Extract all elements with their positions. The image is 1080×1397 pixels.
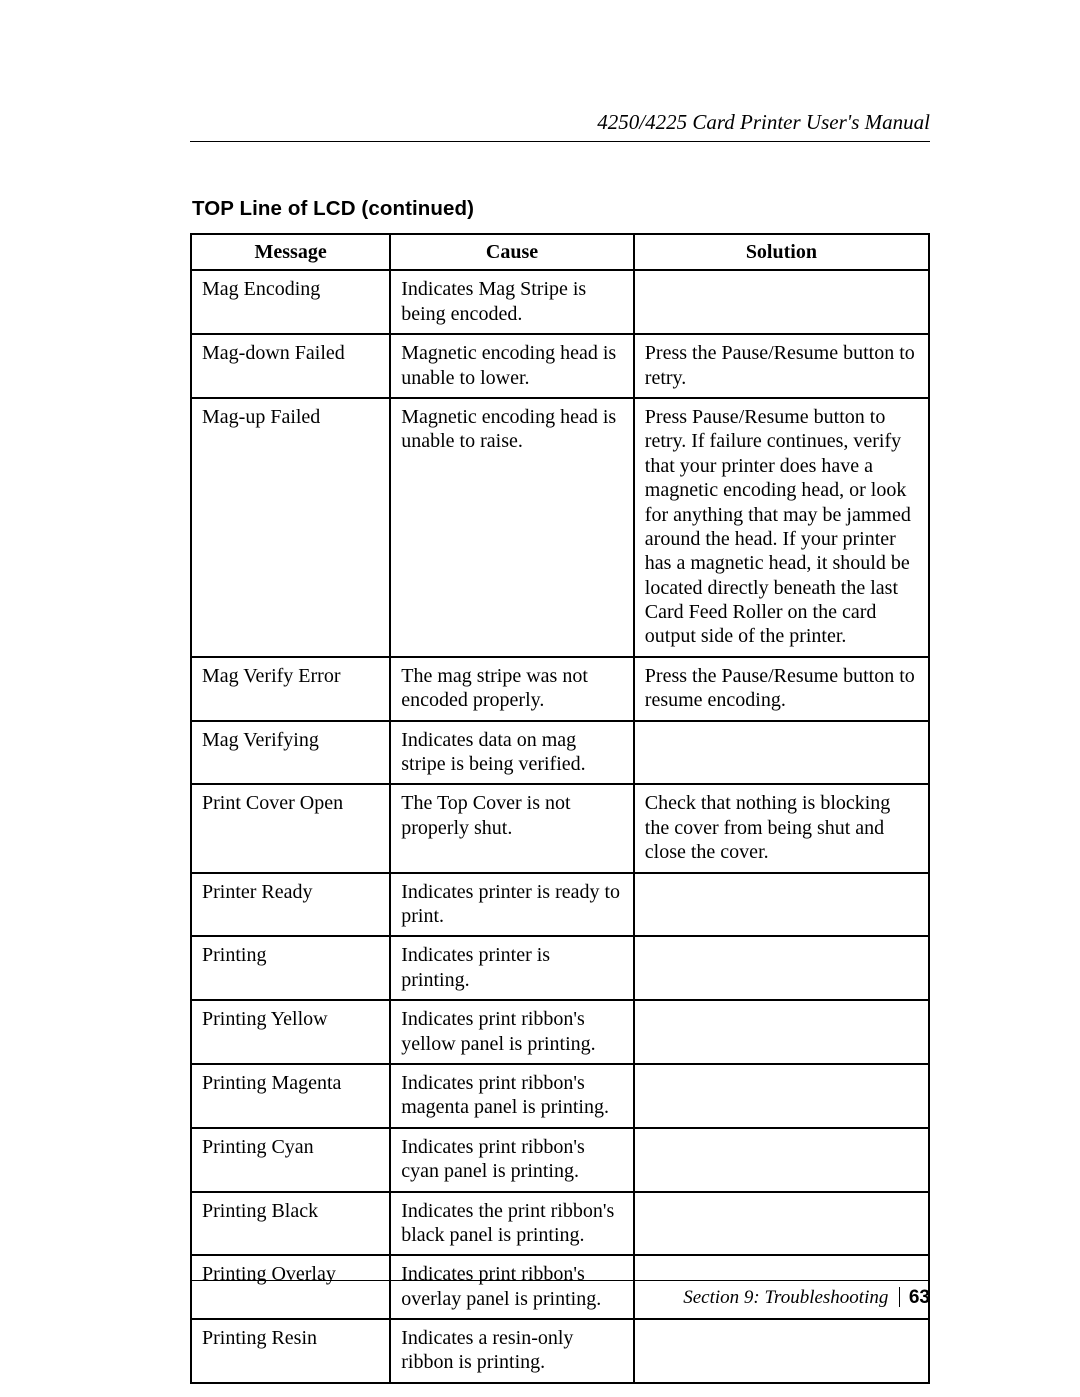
cell-message: Printing Black [191,1192,390,1256]
cell-solution [634,1128,929,1192]
cell-message: Mag-up Failed [191,398,390,657]
table-row: Printing Black Indicates the print ribbo… [191,1192,929,1256]
table-row: Mag Verify Error The mag stripe was not … [191,657,929,721]
cell-solution [634,873,929,937]
cell-cause: Indicates data on mag stripe is being ve… [390,721,634,785]
cell-solution [634,721,929,785]
cell-cause: Indicates the print ribbon's black panel… [390,1192,634,1256]
table-row: Printing Indicates printer is printing. [191,936,929,1000]
col-header-message: Message [191,234,390,270]
cell-cause: Indicates print ribbon's cyan panel is p… [390,1128,634,1192]
page-header-title: 4250/4225 Card Printer User's Manual [190,110,930,141]
footer-divider [899,1287,900,1307]
cell-message: Printing Yellow [191,1000,390,1064]
footer-rule [190,1280,930,1281]
col-header-cause: Cause [390,234,634,270]
table-row: Printer Ready Indicates printer is ready… [191,873,929,937]
footer-page-number: 63 [909,1287,930,1308]
cell-cause: Indicates print ribbon's magenta panel i… [390,1064,634,1128]
cell-message: Mag-down Failed [191,334,390,398]
cell-message: Mag Verify Error [191,657,390,721]
cell-cause: The mag stripe was not encoded properly. [390,657,634,721]
page-footer: Section 9: Troubleshooting 63 [190,1280,930,1309]
cell-solution: Press the Pause/Resume button to resume … [634,657,929,721]
table-row: Mag Verifying Indicates data on mag stri… [191,721,929,785]
cell-solution [634,1064,929,1128]
section-title: TOP Line of LCD (continued) [192,197,930,221]
cell-cause: Magnetic encoding head is unable to rais… [390,398,634,657]
footer-section-label: Section 9: Troubleshooting [683,1287,888,1308]
cell-cause: Indicates a resin-only ribbon is printin… [390,1319,634,1383]
cell-solution: Press the Pause/Resume button to retry. [634,334,929,398]
cell-cause: The Top Cover is not properly shut. [390,784,634,872]
cell-solution [634,936,929,1000]
table-row: Print Cover Open The Top Cover is not pr… [191,784,929,872]
table-row: Printing Cyan Indicates print ribbon's c… [191,1128,929,1192]
cell-message: Printing Magenta [191,1064,390,1128]
table-row: Mag-down Failed Magnetic encoding head i… [191,334,929,398]
cell-message: Printing [191,936,390,1000]
cell-message: Printer Ready [191,873,390,937]
cell-solution [634,1192,929,1256]
cell-solution: Press Pause/Resume button to retry. If f… [634,398,929,657]
table-row: Mag Encoding Indicates Mag Stripe is bei… [191,270,929,334]
table-row: Printing Resin Indicates a resin-only ri… [191,1319,929,1383]
cell-solution [634,1319,929,1383]
cell-cause: Magnetic encoding head is unable to lowe… [390,334,634,398]
lcd-messages-table: Message Cause Solution Mag Encoding Indi… [190,233,930,1384]
footer-text: Section 9: Troubleshooting 63 [190,1287,930,1309]
cell-solution [634,1000,929,1064]
cell-message: Mag Encoding [191,270,390,334]
cell-cause: Indicates Mag Stripe is being encoded. [390,270,634,334]
cell-message: Printing Cyan [191,1128,390,1192]
cell-cause: Indicates print ribbon's yellow panel is… [390,1000,634,1064]
header-rule [190,141,930,142]
table-row: Printing Magenta Indicates print ribbon'… [191,1064,929,1128]
cell-solution [634,270,929,334]
cell-message: Mag Verifying [191,721,390,785]
cell-message: Print Cover Open [191,784,390,872]
table-row: Mag-up Failed Magnetic encoding head is … [191,398,929,657]
cell-message: Printing Resin [191,1319,390,1383]
cell-solution: Check that nothing is blocking the cover… [634,784,929,872]
table-row: Printing Yellow Indicates print ribbon's… [191,1000,929,1064]
cell-cause: Indicates printer is ready to print. [390,873,634,937]
col-header-solution: Solution [634,234,929,270]
table-header-row: Message Cause Solution [191,234,929,270]
document-page: 4250/4225 Card Printer User's Manual TOP… [0,0,1080,1397]
cell-cause: Indicates printer is printing. [390,936,634,1000]
